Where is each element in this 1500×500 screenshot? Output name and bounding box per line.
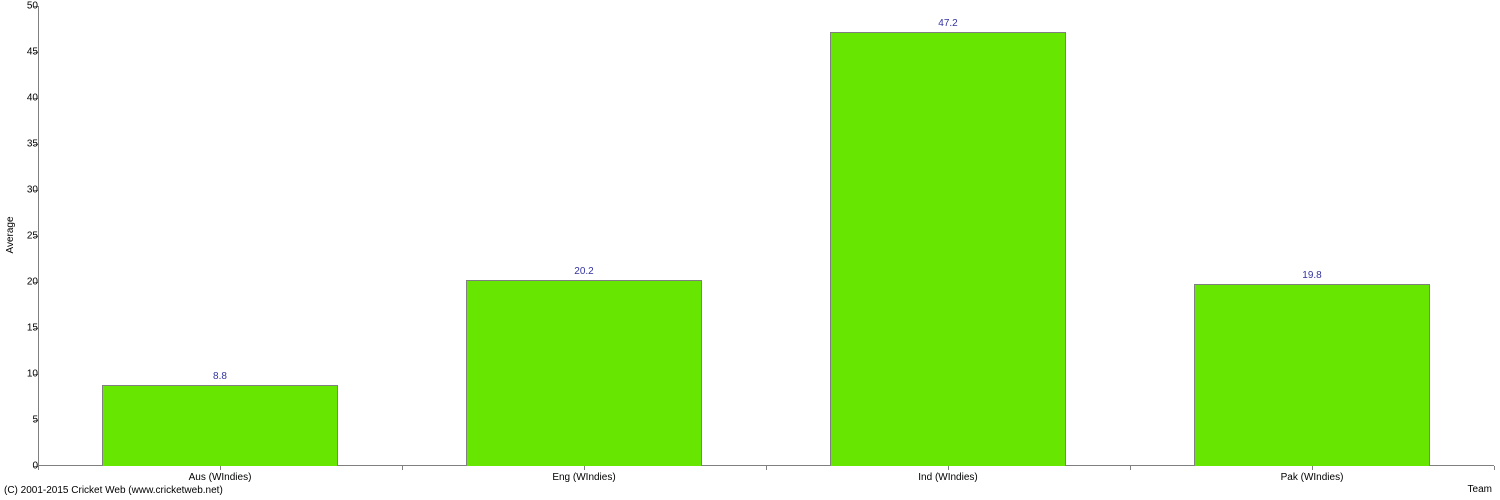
bar-value-label: 19.8 <box>1302 270 1321 281</box>
x-axis-title: Team <box>1468 484 1492 495</box>
chart-plot-area <box>38 6 1494 466</box>
x-tick <box>220 466 221 470</box>
y-tick-label: 35 <box>27 139 38 150</box>
bar <box>466 280 703 466</box>
y-axis-line <box>38 6 39 466</box>
x-tick-boundary <box>766 466 767 470</box>
copyright-text: (C) 2001-2015 Cricket Web (www.cricketwe… <box>4 485 223 496</box>
x-tick <box>584 466 585 470</box>
bar <box>102 385 339 466</box>
y-axis-title: Average <box>5 216 16 253</box>
y-tick-label: 30 <box>27 185 38 196</box>
y-tick-label: 10 <box>27 369 38 380</box>
bar-value-label: 8.8 <box>213 371 227 382</box>
bar <box>830 32 1067 466</box>
x-tick-label: Ind (WIndies) <box>918 472 977 483</box>
x-tick <box>948 466 949 470</box>
x-tick-label: Aus (WIndies) <box>189 472 252 483</box>
y-tick-label: 25 <box>27 231 38 242</box>
y-tick-label: 50 <box>27 1 38 12</box>
x-tick-boundary <box>1130 466 1131 470</box>
x-tick-label: Eng (WIndies) <box>552 472 615 483</box>
y-tick-label: 5 <box>32 415 38 426</box>
x-tick-boundary <box>1494 466 1495 470</box>
x-tick <box>1312 466 1313 470</box>
bar-value-label: 47.2 <box>938 18 957 29</box>
y-tick-label: 15 <box>27 323 38 334</box>
x-tick-label: Pak (WIndies) <box>1281 472 1344 483</box>
x-tick-boundary <box>402 466 403 470</box>
bar-value-label: 20.2 <box>574 266 593 277</box>
y-tick-label: 0 <box>32 461 38 472</box>
plot-area <box>38 6 1494 466</box>
y-tick-label: 45 <box>27 47 38 58</box>
bar <box>1194 284 1431 466</box>
y-tick-label: 40 <box>27 93 38 104</box>
y-tick-label: 20 <box>27 277 38 288</box>
